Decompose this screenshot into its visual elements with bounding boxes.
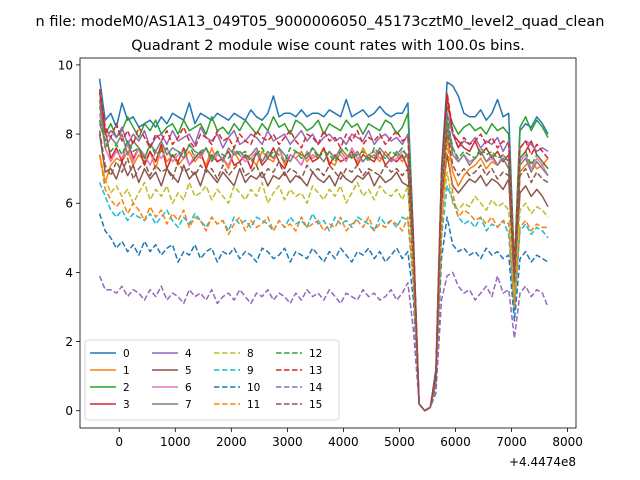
- series-line-4: [98, 112, 549, 412]
- x-tick-label: 3000: [272, 435, 303, 449]
- series-line-7: [98, 99, 549, 412]
- series-line-15: [98, 129, 549, 412]
- x-tick-label: 7000: [496, 435, 527, 449]
- series-line-5: [98, 133, 549, 412]
- x-tick-label: 2000: [216, 435, 247, 449]
- legend-label-2: 2: [123, 382, 130, 394]
- series-line-0: [98, 78, 549, 412]
- legend-label-11: 11: [247, 399, 260, 411]
- legend-label-8: 8: [247, 348, 254, 360]
- chart-title: Quadrant 2 module wise count rates with …: [131, 38, 525, 54]
- y-tick-label: 10: [58, 58, 73, 72]
- series-lines: [98, 78, 549, 412]
- series-line-2: [98, 105, 549, 412]
- legend-label-3: 3: [123, 399, 130, 411]
- legend-label-4: 4: [185, 348, 192, 360]
- y-tick-label: 2: [65, 335, 73, 349]
- legend-label-6: 6: [185, 382, 192, 394]
- legend-label-12: 12: [309, 348, 322, 360]
- y-tick-label: 4: [65, 266, 73, 280]
- legend-label-15: 15: [309, 399, 322, 411]
- y-axis: 0 2 4 6 8 10: [58, 58, 80, 418]
- x-tick-label: 8000: [552, 435, 583, 449]
- x-tick-label: 5000: [384, 435, 415, 449]
- series-line-12: [98, 116, 549, 412]
- series-line-8: [98, 154, 549, 412]
- series-line-14: [98, 271, 549, 412]
- series-line-9: [98, 182, 549, 412]
- legend-label-0: 0: [123, 348, 130, 360]
- series-line-13: [98, 88, 549, 412]
- series-line-11: [98, 140, 548, 412]
- x-tick-label: 4000: [328, 435, 359, 449]
- x-tick-label: 6000: [440, 435, 471, 449]
- y-tick-label: 0: [65, 404, 73, 418]
- x-tick-label: 0: [115, 435, 123, 449]
- x-tick-label: 1000: [160, 435, 191, 449]
- legend-box: [84, 339, 340, 421]
- chart-suptitle: n file: modeM0/AS1A13_049T05_9000006050_…: [36, 14, 605, 30]
- x-axis: 0 1000 2000 3000 4000 5000 6000 7000 8000: [115, 428, 583, 449]
- legend-label-9: 9: [247, 365, 254, 377]
- legend-label-10: 10: [247, 382, 260, 394]
- legend-label-5: 5: [185, 365, 192, 377]
- legend-label-14: 14: [309, 382, 323, 394]
- y-tick-label: 6: [65, 197, 73, 211]
- legend-label-13: 13: [309, 365, 322, 377]
- legend-label-7: 7: [185, 399, 192, 411]
- x-offset-label: +4.4474e8: [509, 455, 576, 469]
- y-tick-label: 8: [65, 128, 73, 142]
- series-line-10: [98, 213, 549, 412]
- legend-label-1: 1: [123, 365, 130, 377]
